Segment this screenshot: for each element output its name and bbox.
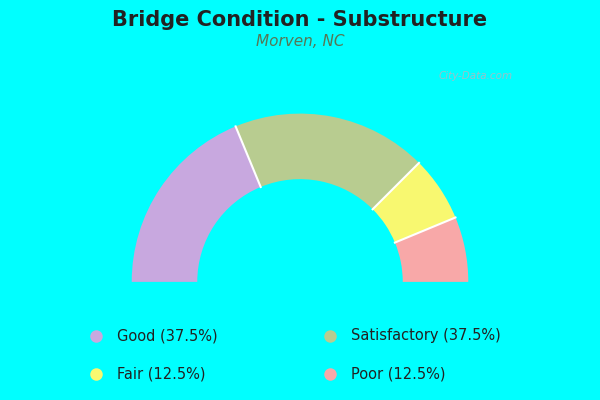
Wedge shape: [132, 126, 260, 282]
Text: Fair (12.5%): Fair (12.5%): [117, 367, 205, 382]
Wedge shape: [395, 218, 468, 282]
Text: Good (37.5%): Good (37.5%): [117, 328, 218, 343]
Wedge shape: [236, 114, 419, 209]
Text: Morven, NC: Morven, NC: [256, 34, 344, 49]
Text: Satisfactory (37.5%): Satisfactory (37.5%): [351, 328, 501, 343]
Text: Bridge Condition - Substructure: Bridge Condition - Substructure: [112, 10, 488, 30]
Wedge shape: [373, 163, 455, 242]
Text: Poor (12.5%): Poor (12.5%): [351, 367, 446, 382]
Text: City-Data.com: City-Data.com: [439, 72, 512, 82]
